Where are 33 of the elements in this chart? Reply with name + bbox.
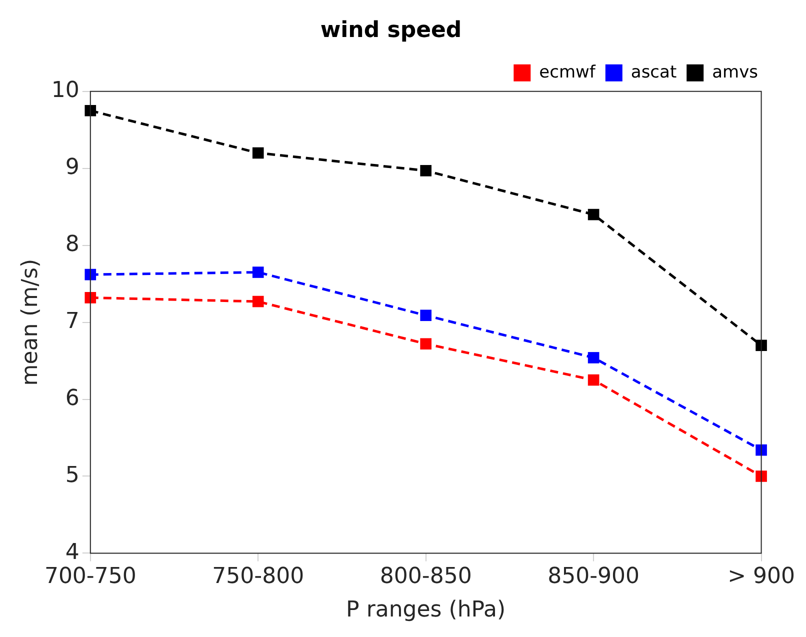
- point: [756, 470, 767, 482]
- point: [420, 338, 432, 350]
- y-tick-label: 6: [65, 386, 80, 411]
- x-tick-label: 800-850: [380, 564, 472, 590]
- point: [420, 165, 432, 176]
- y-tick-label: 8: [65, 232, 80, 258]
- y-tick-label: 9: [65, 155, 80, 180]
- y-axis-title: mean (m/s): [18, 258, 43, 386]
- point: [588, 352, 600, 364]
- y-tick-label: 4: [65, 540, 80, 565]
- x-tick-label: 700-750: [44, 564, 136, 590]
- x-axis-title: P ranges (hPa): [346, 598, 506, 623]
- y-tick-label: 5: [65, 462, 80, 488]
- point: [84, 292, 96, 304]
- point: [252, 147, 264, 159]
- x-tick-label: 850-900: [548, 564, 640, 590]
- point: [420, 310, 432, 322]
- chart-title: wind speed: [320, 18, 462, 43]
- point: [756, 444, 767, 456]
- point: [84, 268, 96, 280]
- point: [252, 266, 264, 278]
- point: [756, 340, 767, 352]
- y-tick-label: 7: [65, 309, 80, 334]
- point: [588, 374, 600, 386]
- point: [84, 104, 96, 116]
- y-tick-label: 10: [51, 78, 80, 104]
- legend-label: amvs: [712, 62, 758, 82]
- x-tick-label: 750-800: [212, 564, 304, 590]
- x-tick-label: > 900: [728, 564, 795, 590]
- legend-label: ascat: [630, 62, 677, 82]
- legend-label: ecmwf: [539, 62, 596, 82]
- point: [588, 208, 600, 220]
- point: [252, 296, 264, 308]
